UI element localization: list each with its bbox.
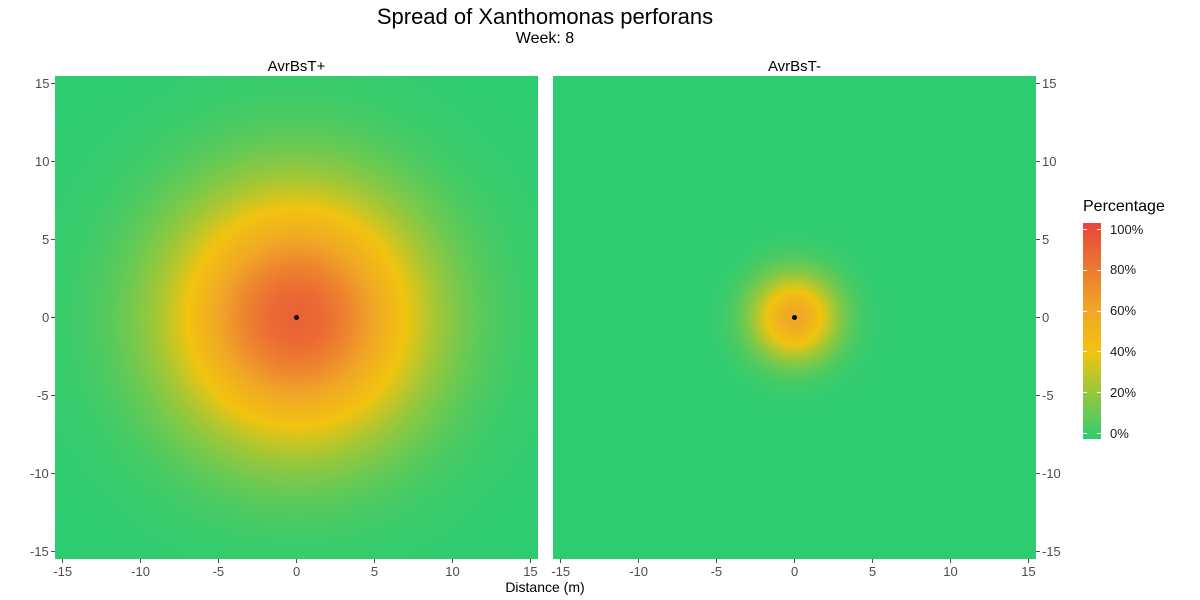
y-tick-label: -15 — [30, 543, 49, 559]
x-tick-label: -10 — [131, 564, 150, 579]
y-tick-mark — [51, 161, 55, 163]
x-tick-mark — [218, 559, 220, 563]
x-tick-label: 0 — [293, 564, 301, 579]
y-tick-label: 0 — [1042, 310, 1050, 325]
y-tick-label: -10 — [1042, 465, 1061, 481]
legend-tick — [1097, 392, 1101, 393]
legend-tick — [1083, 351, 1087, 352]
legend-label: 80% — [1110, 262, 1137, 278]
legend-tick — [1097, 311, 1101, 312]
x-tick-mark — [140, 559, 142, 563]
x-tick-label: -5 — [710, 564, 723, 579]
y-tick-mark — [51, 472, 55, 474]
y-tick-mark — [1036, 161, 1040, 163]
x-tick-label: 10 — [943, 564, 958, 579]
y-tick-mark — [1036, 472, 1040, 474]
x-tick-mark — [716, 559, 718, 563]
y-tick-label: 0 — [42, 310, 50, 325]
x-tick-label: 10 — [445, 564, 460, 579]
y-tick-label: 15 — [1042, 76, 1057, 92]
legend-tick — [1083, 433, 1087, 434]
y-tick-label: 5 — [1042, 232, 1050, 248]
y-tick-label: -5 — [37, 387, 49, 403]
y-tick-label: -5 — [1042, 387, 1054, 403]
heatmap-panel-right — [553, 76, 1036, 559]
legend-colorbar — [1083, 223, 1101, 439]
y-tick-mark — [51, 550, 55, 552]
x-tick-label: -5 — [212, 564, 225, 579]
y-tick-mark — [1036, 317, 1040, 318]
x-tick-label: 0 — [791, 564, 799, 579]
x-tick-mark — [373, 559, 375, 563]
legend-tick — [1083, 229, 1087, 230]
x-tick-mark — [62, 559, 64, 563]
x-tick-label: -15 — [53, 564, 73, 579]
legend-label: 100% — [1110, 221, 1144, 237]
y-tick-mark — [51, 394, 55, 396]
legend-tick — [1083, 392, 1087, 393]
legend-tick — [1097, 433, 1101, 434]
legend-label: 0% — [1110, 425, 1129, 441]
legend-tick — [1097, 351, 1101, 352]
y-tick-mark — [1036, 550, 1040, 552]
y-tick-mark — [51, 317, 55, 318]
legend-label: 60% — [1110, 303, 1137, 319]
x-tick-label: 5 — [868, 564, 877, 579]
x-tick-mark — [949, 559, 951, 563]
x-tick-mark — [1027, 559, 1029, 563]
x-tick-label: 15 — [1021, 564, 1036, 579]
facet-label-left: AvrBsT+ — [267, 58, 326, 75]
legend-tick — [1083, 311, 1087, 312]
x-tick-mark — [529, 559, 531, 563]
y-tick-mark — [1036, 83, 1040, 85]
y-tick-label: 15 — [35, 76, 50, 92]
y-tick-mark — [51, 83, 55, 85]
y-tick-label: 10 — [1042, 154, 1057, 170]
legend-tick — [1097, 229, 1101, 230]
legend-tick — [1097, 270, 1101, 271]
chart-title: Spread of Xanthomonas perforans — [376, 4, 714, 29]
legend-label: 40% — [1110, 343, 1137, 359]
x-tick-mark — [638, 559, 640, 563]
y-tick-label: -15 — [1042, 543, 1061, 559]
facet-label-right: AvrBsT- — [767, 58, 822, 75]
x-tick-label: 15 — [523, 564, 538, 579]
source-point-marker — [294, 315, 299, 320]
y-tick-label: 10 — [35, 154, 50, 170]
heatmap-panel-left — [55, 76, 538, 559]
y-tick-mark — [1036, 239, 1040, 241]
x-tick-mark — [451, 559, 453, 563]
x-tick-mark — [296, 559, 297, 563]
legend-label: 20% — [1110, 384, 1137, 400]
x-tick-mark — [560, 559, 562, 563]
y-tick-mark — [1036, 394, 1040, 396]
legend-title: Percentage — [1083, 198, 1165, 215]
x-tick-label: 5 — [370, 564, 379, 579]
x-tick-mark — [871, 559, 873, 563]
legend-tick — [1083, 270, 1087, 271]
y-tick-label: -10 — [30, 465, 49, 481]
chart-subtitle: Week: 8 — [515, 30, 575, 47]
y-tick-mark — [51, 239, 55, 241]
source-point-marker — [792, 315, 797, 320]
x-tick-label: -15 — [551, 564, 571, 579]
x-axis-title: Distance (m) — [505, 579, 585, 595]
x-tick-mark — [794, 559, 795, 563]
y-tick-label: 5 — [42, 232, 50, 248]
x-tick-label: -10 — [629, 564, 648, 579]
